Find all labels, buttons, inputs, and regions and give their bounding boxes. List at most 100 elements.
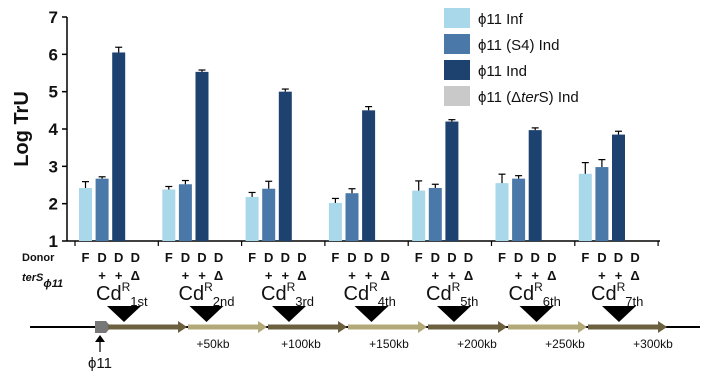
bars-layer bbox=[74, 46, 659, 246]
y-tick-label: 4 bbox=[49, 120, 59, 139]
ters-code: + bbox=[531, 268, 539, 283]
y-tick-label: 1 bbox=[49, 232, 58, 251]
donor-code: D bbox=[630, 250, 639, 265]
insertion-triangle bbox=[272, 306, 306, 322]
y-tick-label: 3 bbox=[49, 157, 58, 176]
bar bbox=[195, 71, 209, 241]
donor-code: F bbox=[165, 250, 173, 265]
arrow-head bbox=[338, 321, 347, 333]
donor-code: D bbox=[114, 250, 123, 265]
donor-code: F bbox=[498, 250, 506, 265]
ters-code: + bbox=[98, 268, 106, 283]
ters-code: + bbox=[515, 268, 523, 283]
kb-label: +150kb bbox=[369, 337, 409, 351]
legend-label: ϕ11 (S4) Ind bbox=[478, 37, 560, 54]
donor-code: D bbox=[281, 250, 290, 265]
legend-swatch bbox=[444, 8, 470, 28]
donor-code: D bbox=[214, 250, 223, 265]
phage-pointer-head bbox=[95, 335, 105, 342]
cd-marker-label: CdR3rd bbox=[261, 280, 314, 309]
arrow-head bbox=[658, 321, 667, 333]
insertion-triangle bbox=[107, 306, 141, 322]
bar bbox=[528, 130, 542, 241]
bar bbox=[578, 173, 592, 241]
bar bbox=[328, 202, 342, 241]
bar bbox=[428, 187, 442, 241]
bar bbox=[278, 91, 292, 242]
bar bbox=[595, 167, 609, 241]
legend: ϕ11 Inf ϕ11 (S4) Ind ϕ11 Ind ϕ11 (ΔterS) In… bbox=[444, 8, 579, 106]
donor-code: F bbox=[331, 250, 339, 265]
ters-code: + bbox=[348, 268, 356, 283]
donor-code: D bbox=[614, 250, 623, 265]
bar bbox=[178, 184, 192, 241]
ters-code: + bbox=[282, 268, 290, 283]
y-axis-label: Log TrU bbox=[11, 91, 33, 167]
phage-marker bbox=[95, 321, 111, 333]
ters-code: Δ bbox=[464, 268, 473, 283]
donor-code: F bbox=[415, 250, 423, 265]
donor-code: D bbox=[381, 250, 390, 265]
donor-row-label: Donor bbox=[22, 252, 55, 264]
ters-code: + bbox=[448, 268, 456, 283]
ters-code: Δ bbox=[131, 268, 140, 283]
donor-code: D bbox=[547, 250, 556, 265]
arrow-head bbox=[498, 321, 507, 333]
kb-label: +300kb bbox=[633, 337, 673, 351]
donor-code: D bbox=[531, 250, 540, 265]
ters-code: + bbox=[115, 268, 123, 283]
cd-marker-label: CdR4th bbox=[344, 280, 396, 309]
donor-code: F bbox=[248, 250, 256, 265]
y-tick-label: 5 bbox=[49, 83, 58, 102]
insertion-triangle bbox=[354, 306, 389, 322]
ters-code: Δ bbox=[297, 268, 306, 283]
kb-label: +200kb bbox=[457, 337, 497, 351]
donor-code: D bbox=[297, 250, 306, 265]
y-tick-label: 2 bbox=[49, 195, 58, 214]
arrow-head bbox=[178, 321, 187, 333]
bar bbox=[162, 189, 176, 241]
kb-label: +100kb bbox=[281, 337, 321, 351]
bar bbox=[412, 190, 426, 241]
ters-code: + bbox=[598, 268, 606, 283]
bar bbox=[362, 110, 376, 241]
bar bbox=[612, 134, 625, 241]
arrow-head bbox=[418, 321, 427, 333]
legend-label: ϕ11 (ΔterS) Ind bbox=[478, 89, 579, 106]
ters-code: + bbox=[198, 268, 206, 283]
donor-code: D bbox=[447, 250, 456, 265]
arrow-head bbox=[258, 321, 267, 333]
bar bbox=[262, 188, 276, 241]
donor-code: D bbox=[347, 250, 356, 265]
bar bbox=[95, 178, 109, 241]
cd-marker-label: CdR1st bbox=[96, 280, 148, 309]
donor-code: D bbox=[597, 250, 606, 265]
legend-label: ϕ11 Inf bbox=[478, 11, 524, 28]
donor-code: D bbox=[464, 250, 473, 265]
cd-marker-label: CdR7th bbox=[591, 280, 643, 309]
donor-code: D bbox=[131, 250, 140, 265]
donor-code: F bbox=[581, 250, 589, 265]
donor-code: D bbox=[431, 250, 440, 265]
legend-swatch bbox=[444, 86, 470, 106]
y-tick-label: 6 bbox=[49, 45, 58, 64]
cd-marker-label: CdR2nd bbox=[179, 280, 235, 309]
insertion-triangle bbox=[189, 306, 224, 322]
bar bbox=[495, 183, 509, 241]
donor-code: D bbox=[197, 250, 206, 265]
kb-label: +250kb bbox=[545, 337, 585, 351]
ters-code: + bbox=[182, 268, 190, 283]
ters-code: Δ bbox=[214, 268, 223, 283]
donor-code: D bbox=[514, 250, 523, 265]
ters-code: Δ bbox=[630, 268, 639, 283]
legend-swatch bbox=[444, 34, 470, 54]
genome-map: CdR1st CdR2nd CdR3rd CdR4th CdR5th CdR6th CdR7… bbox=[30, 280, 700, 372]
legend-swatch bbox=[444, 60, 470, 80]
cd-marker-label: CdR5th bbox=[426, 280, 478, 309]
donor-code: D bbox=[364, 250, 373, 265]
ters-code: + bbox=[365, 268, 373, 283]
ters-code: + bbox=[265, 268, 273, 283]
bar bbox=[345, 193, 359, 241]
